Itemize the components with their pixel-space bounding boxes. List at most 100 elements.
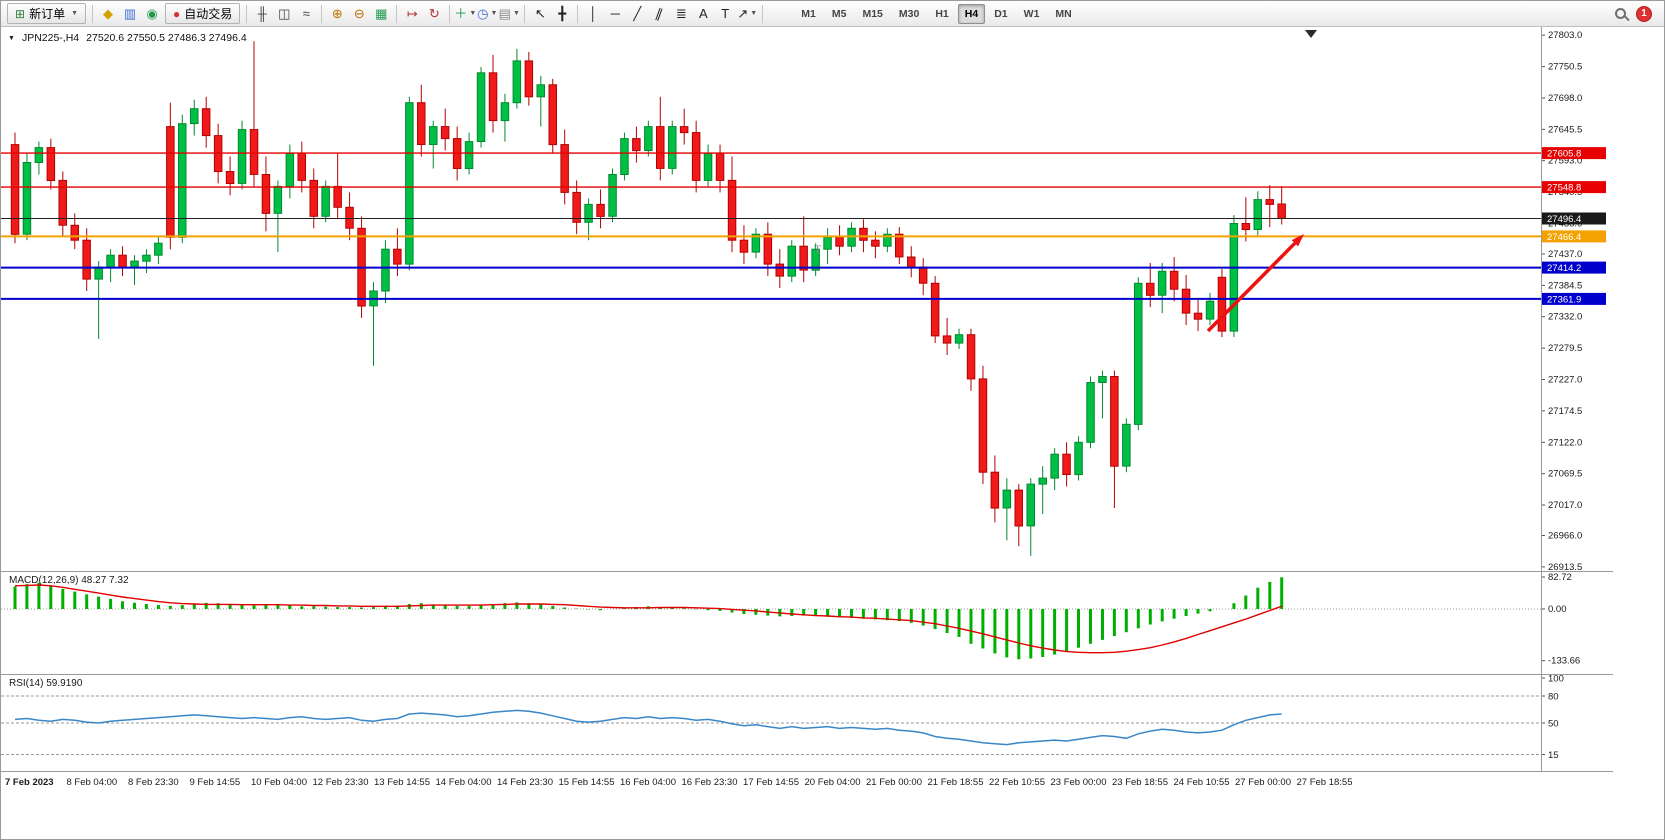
timeframe-h4[interactable]: H4	[957, 3, 986, 24]
fibonacci-tool[interactable]: ≣	[670, 3, 692, 24]
price-badge	[1542, 212, 1606, 225]
text-annotation[interactable]: T	[814, 242, 822, 256]
price-tick-label: 27698.0	[1548, 93, 1582, 104]
horizontal-line-tool[interactable]: ─	[604, 3, 626, 24]
caret-down-icon: ▼	[71, 10, 79, 17]
clock-icon: ◷	[477, 6, 489, 21]
timeframe-mn[interactable]: MN	[1055, 7, 1072, 20]
candle-body	[1169, 270, 1179, 290]
charts-tool[interactable]: ▥	[119, 3, 141, 24]
time-tick-label: 8 Feb 23:30	[128, 777, 179, 788]
candle-body	[1193, 312, 1203, 320]
candle-body	[584, 203, 593, 223]
candle-body	[966, 334, 976, 380]
autotrading-label: 自动交易	[184, 7, 233, 21]
candle-body	[703, 153, 713, 181]
candle-body	[918, 266, 928, 284]
panel-separator[interactable]	[1, 674, 1613, 675]
time-axis[interactable]: 7 Feb 2023 8 Feb 04:00 8 Feb 23:30 9 Feb 14…	[1, 772, 1613, 793]
equidistant-channel-tool[interactable]: ∥	[648, 3, 670, 24]
notification-badge[interactable]: 1	[1636, 5, 1652, 22]
vertical-line-tool[interactable]: │	[582, 3, 604, 24]
candle-body	[70, 224, 79, 241]
trendline-tool[interactable]: ╱	[626, 3, 648, 24]
candle-body	[464, 141, 474, 169]
candlestick-chart-type-tool[interactable]: ◫	[273, 3, 295, 24]
caret-down-icon: ▼	[490, 10, 498, 17]
indicators-tool[interactable]: ＋ ▼	[454, 3, 476, 24]
candle-body	[237, 129, 247, 184]
text-label-tool[interactable]: T	[714, 3, 736, 24]
templates-tool[interactable]: ▤ ▼	[498, 3, 520, 24]
candle-body	[22, 162, 32, 235]
candle-body	[679, 126, 689, 134]
timeframe-w1[interactable]: W1	[1023, 7, 1040, 20]
market-watch-tool[interactable]: ◉	[141, 3, 163, 24]
zoom-out-tool[interactable]: ⊖	[348, 3, 370, 24]
toolbar-buttons: ⊞ 新订单 ▼ ◆ ▥ ◉ ● 自动交易 ╫ ◫ ≈ ⊕ ⊖ ▦ ↦ ↻ ＋ ▼ ◷ ▼ ▤ ▼ ↖ ╋ │ ─ ╱ ∥ ≣ A T ↗ ▼	[5, 3, 767, 24]
candle-body	[1157, 270, 1167, 296]
scroll-to-end-tool[interactable]: ↦	[401, 3, 423, 24]
macd-panel[interactable]: 82.72 0.00 -133.66	[1, 572, 1665, 674]
search-icon[interactable]	[1615, 8, 1626, 19]
price-badge-label: 27361.9	[1547, 294, 1581, 305]
candle-body	[273, 185, 283, 214]
periods-tool[interactable]: ◷ ▼	[476, 3, 498, 24]
rsi-panel[interactable]: 100 80 50 15	[1, 675, 1665, 771]
candle-body	[1146, 282, 1155, 296]
autotrading-button[interactable]: ● 自动交易	[165, 3, 241, 24]
candle-body	[596, 203, 605, 217]
caret-down-icon: ▼	[512, 10, 520, 17]
trend-arrow[interactable]	[1206, 241, 1297, 333]
price-tick-label: 27017.0	[1548, 500, 1582, 511]
candle-body	[154, 242, 163, 256]
line-chart-type-tool[interactable]: ≈	[295, 3, 317, 24]
price-tick-label: 27437.0	[1548, 249, 1582, 260]
price-badge-label: 27496.4	[1547, 214, 1581, 225]
candle-body	[1229, 223, 1239, 332]
price-tick-label: 26913.5	[1548, 562, 1582, 571]
candle-body	[285, 153, 295, 187]
candle-body	[978, 378, 988, 473]
timeframe-d1[interactable]: D1	[994, 7, 1008, 20]
scroll-end-icon: ↦	[406, 6, 418, 21]
candle-body	[1122, 423, 1131, 467]
timeframe-m5[interactable]: M5	[831, 7, 847, 20]
candle-body	[1217, 276, 1227, 332]
auto-scroll-tool[interactable]: ↻	[423, 3, 445, 24]
auto-scroll-icon: ↻	[428, 6, 440, 21]
metaeditor-tool[interactable]: ◆	[97, 3, 119, 24]
time-tick-label: 15 Feb 14:55	[558, 777, 615, 788]
main-price-chart[interactable]: T 27803.0 27750.5 27698.0 27645.5 27593.0 2754…	[1, 27, 1665, 571]
template-icon: ▤	[498, 6, 511, 21]
bar-chart-type-tool[interactable]: ╫	[251, 3, 273, 24]
tile-windows-tool[interactable]: ▦	[370, 3, 392, 24]
timeframe-m1[interactable]: M1	[801, 7, 816, 20]
timeframe-m30[interactable]: M30	[898, 7, 920, 20]
new-order-button[interactable]: ⊞ 新订单 ▼	[7, 3, 87, 24]
candle-body	[500, 102, 510, 122]
zoom-out-icon: ⊖	[353, 6, 365, 21]
timeframe-h1[interactable]: H1	[935, 7, 949, 20]
trend-arrow-head	[1291, 234, 1304, 247]
panel-separator[interactable]	[1, 571, 1613, 572]
arrows-tool[interactable]: ↗ ▼	[736, 3, 758, 24]
text-tool[interactable]: A	[692, 3, 714, 24]
cursor-tool[interactable]: ↖	[529, 3, 551, 24]
macd-tick-label: 82.72	[1548, 572, 1572, 583]
zoom-in-tool[interactable]: ⊕	[326, 3, 348, 24]
candle-body	[1265, 199, 1274, 205]
rsi-tick-label: 50	[1548, 719, 1559, 730]
rsi-indicator-label: RSI(14) 59.9190	[9, 678, 83, 689]
candle-body	[405, 102, 414, 265]
candle-body	[823, 236, 832, 250]
zoom-in-icon: ⊕	[331, 6, 343, 21]
chart-shift-marker-icon[interactable]	[1305, 30, 1317, 38]
timeframe-m15[interactable]: M15	[862, 7, 883, 20]
rsi-tick-label: 80	[1548, 692, 1559, 703]
vertical-line-icon: │	[589, 6, 598, 21]
macd-indicator-label: MACD(12,26,9) 48.27 7.32	[9, 575, 129, 586]
crosshair-tool[interactable]: ╋	[551, 3, 573, 24]
candle-body	[333, 185, 342, 208]
candle-body	[1181, 288, 1191, 314]
